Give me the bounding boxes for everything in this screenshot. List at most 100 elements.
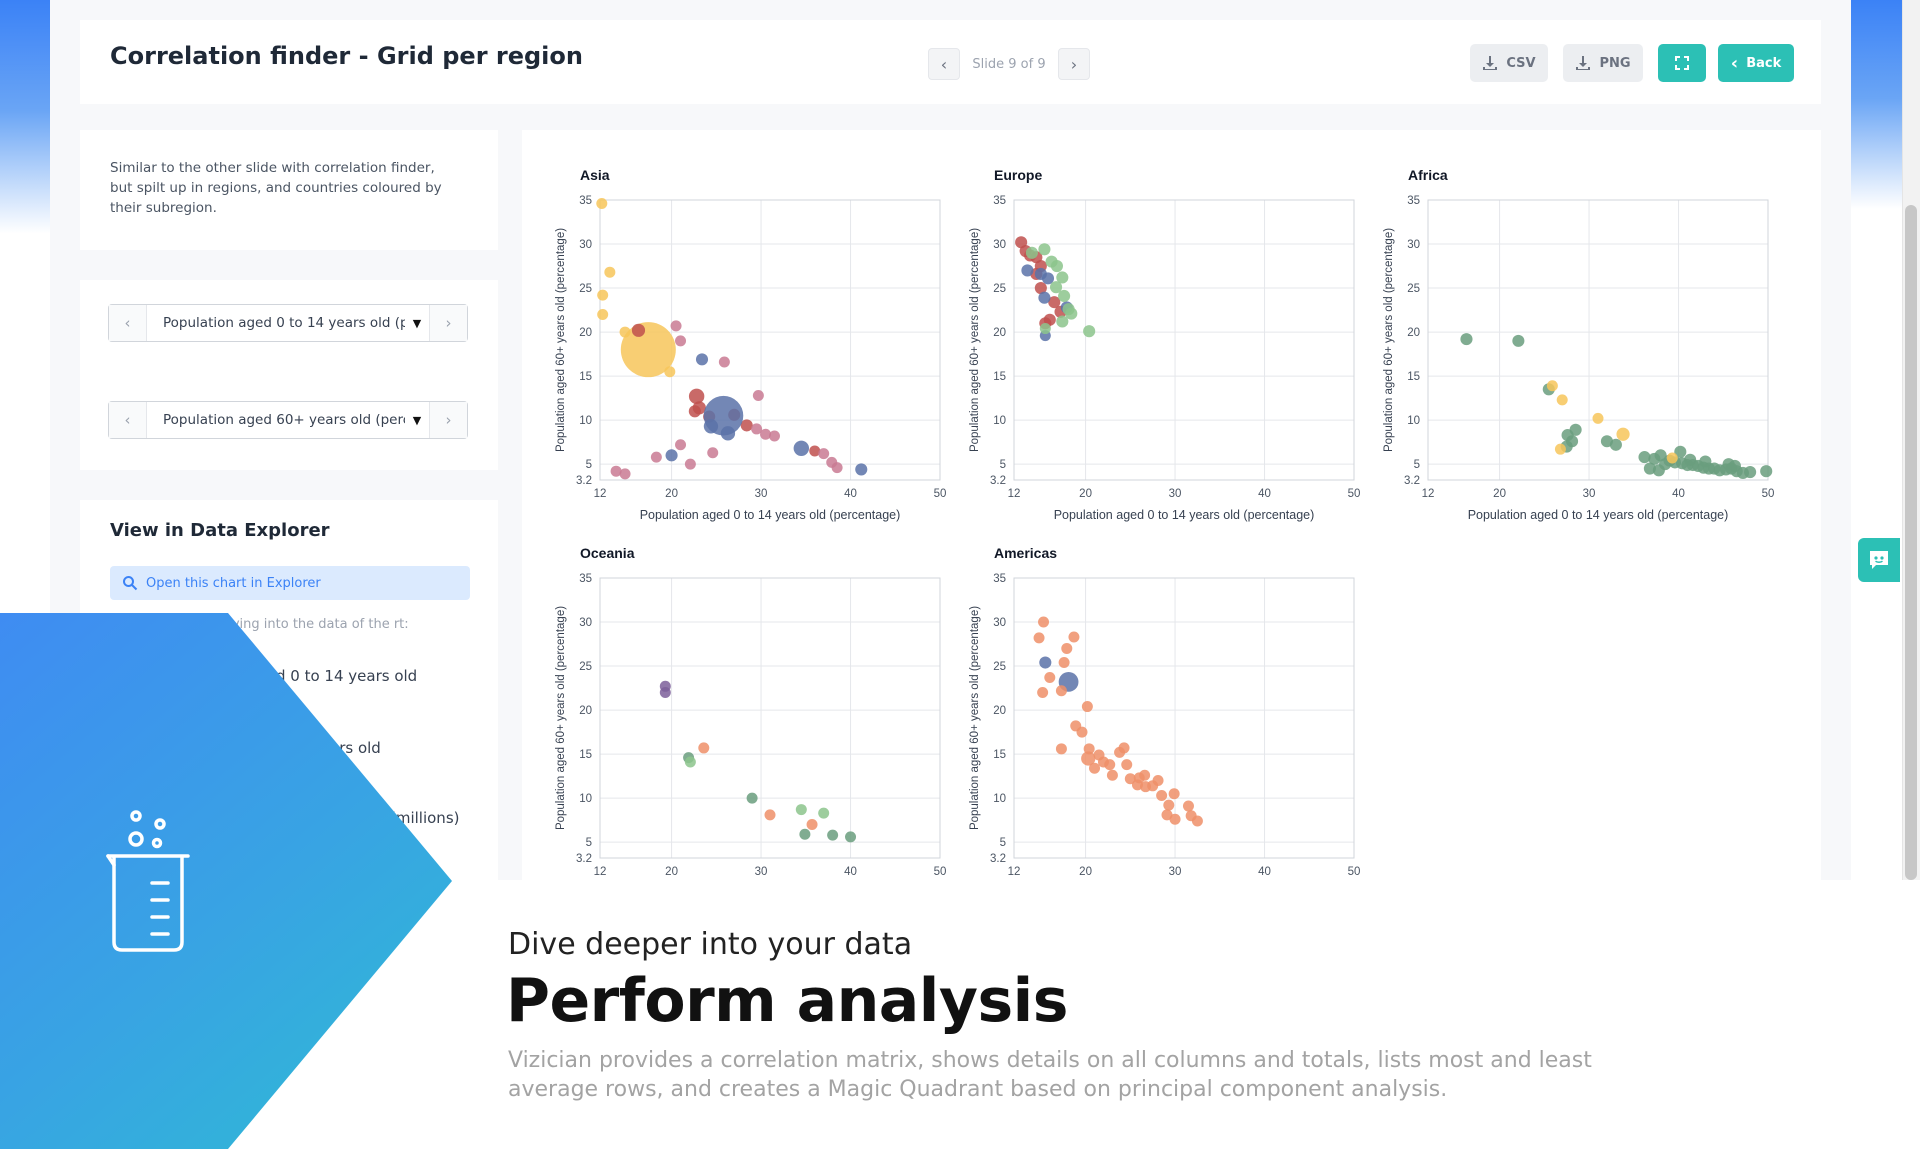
data-point: [664, 366, 676, 378]
data-point: [695, 353, 709, 366]
data-point: [1039, 656, 1052, 669]
y-prev-button[interactable]: ‹: [109, 402, 147, 438]
y-variable-value[interactable]: Population aged 60+ years old (perc: [163, 412, 405, 428]
explorer-hint: diving into the data of the rt:: [220, 617, 409, 632]
chevron-down-icon[interactable]: ▼: [412, 316, 422, 330]
chevron-left-icon: ‹: [1730, 52, 1739, 74]
data-point: [818, 448, 830, 460]
prev-slide-button[interactable]: ‹: [928, 48, 960, 80]
data-point: [1512, 334, 1525, 347]
data-point: [1058, 289, 1071, 303]
y-tick-label: 5: [1000, 459, 1006, 471]
data-point: [1161, 809, 1173, 821]
explorer-variable-3[interactable]: (millions): [390, 809, 460, 827]
chart-title: Oceania: [580, 545, 635, 561]
data-point: [818, 807, 830, 819]
data-point: [1055, 743, 1067, 755]
data-point: [620, 322, 676, 378]
data-point: [764, 809, 776, 821]
back-label: Back: [1746, 55, 1782, 71]
plot-frame: [1427, 199, 1769, 481]
y-tick-label: 15: [1407, 371, 1420, 383]
banner-description: Vizician provides a correlation matrix, …: [508, 1048, 1592, 1102]
search-icon: [123, 576, 138, 591]
data-point: [799, 828, 811, 840]
data-point: [703, 419, 719, 434]
data-point: [1050, 259, 1063, 273]
back-button[interactable]: ‹ Back: [1718, 44, 1794, 82]
slide-indicator: Slide 9 of 9: [972, 56, 1046, 72]
data-point: [1592, 412, 1604, 424]
y-tick-label: 3.2: [990, 853, 1006, 865]
y-tick-label: 10: [1407, 415, 1420, 427]
y-tick-label: 30: [1407, 239, 1420, 251]
data-point: [1744, 466, 1757, 479]
x-next-button[interactable]: ›: [429, 305, 467, 341]
data-point: [827, 829, 839, 841]
open-in-explorer-button[interactable]: Open this chart in Explorer: [110, 566, 470, 600]
y-next-button[interactable]: ›: [429, 402, 467, 438]
data-point: [1616, 427, 1630, 441]
x-tick-label: 12: [1008, 488, 1021, 500]
x-prev-button[interactable]: ‹: [109, 305, 147, 341]
x-tick-label: 30: [755, 866, 768, 878]
y-tick-label: 10: [579, 415, 592, 427]
x-tick-label: 40: [1672, 488, 1685, 500]
banner-headline: Perform analysis: [506, 966, 1068, 1036]
data-point: [1674, 445, 1687, 458]
banner-subtitle: Dive deeper into your data: [508, 927, 913, 962]
y-tick-label: 30: [993, 617, 1006, 629]
data-point: [1152, 775, 1164, 787]
chevron-right-icon: ›: [445, 411, 452, 429]
y-tick-label: 5: [1414, 459, 1420, 471]
x-variable-value[interactable]: Population aged 0 to 14 years old (pe: [163, 315, 405, 331]
explorer-variable-1[interactable]: d 0 to 14 years old: [276, 667, 418, 685]
x-axis-label: Population aged 0 to 14 years old (perce…: [640, 508, 901, 522]
chevron-down-icon[interactable]: ▼: [412, 413, 422, 427]
y-tick-label: 35: [579, 195, 592, 207]
x-tick-label: 40: [844, 488, 857, 500]
data-point: [688, 388, 705, 405]
png-download-button[interactable]: PNG: [1563, 44, 1643, 82]
x-tick-label: 50: [1348, 488, 1361, 500]
plot-frame: [1013, 199, 1355, 481]
chat-widget-button[interactable]: [1858, 538, 1900, 582]
y-tick-label: 30: [579, 239, 592, 251]
data-point: [698, 742, 710, 754]
x-tick-label: 20: [1493, 488, 1506, 500]
data-point: [659, 686, 671, 698]
x-tick-label: 30: [1169, 488, 1182, 500]
fullscreen-button[interactable]: [1658, 44, 1706, 82]
data-point: [1684, 453, 1697, 466]
data-point: [746, 792, 758, 804]
y-variable-select[interactable]: ‹ Population aged 60+ years old (perc ▼ …: [108, 401, 468, 439]
y-axis-label: Population aged 60+ years old (percentag…: [969, 606, 981, 830]
data-point: [1061, 642, 1073, 654]
data-point: [1037, 686, 1049, 698]
data-point: [1609, 438, 1622, 451]
y-tick-label: 25: [993, 283, 1006, 295]
chevron-right-icon: ›: [445, 314, 452, 332]
csv-download-button[interactable]: CSV: [1470, 44, 1548, 82]
y-axis-label: Population aged 60+ years old (percentag…: [555, 606, 567, 830]
chevron-right-icon: ›: [1070, 54, 1078, 74]
data-point: [1556, 394, 1568, 406]
scrollbar-thumb[interactable]: [1905, 205, 1917, 880]
y-tick-label: 25: [993, 661, 1006, 673]
y-tick-label: 15: [993, 371, 1006, 383]
data-point: [1638, 451, 1651, 464]
data-point: [768, 430, 780, 442]
x-tick-label: 30: [755, 488, 768, 500]
x-variable-select[interactable]: ‹ Population aged 0 to 14 years old (pe …: [108, 304, 468, 342]
y-tick-label: 20: [1407, 327, 1420, 339]
next-slide-button[interactable]: ›: [1058, 48, 1090, 80]
data-point: [596, 198, 608, 210]
description-text: Similar to the other slide with correlat…: [110, 160, 442, 216]
chevron-left-icon: ‹: [940, 54, 948, 74]
y-tick-label: 25: [579, 661, 592, 673]
y-tick-label: 35: [993, 573, 1006, 585]
data-point: [1139, 769, 1151, 781]
png-label: PNG: [1599, 55, 1631, 71]
data-point: [793, 440, 810, 457]
x-tick-label: 20: [665, 488, 678, 500]
